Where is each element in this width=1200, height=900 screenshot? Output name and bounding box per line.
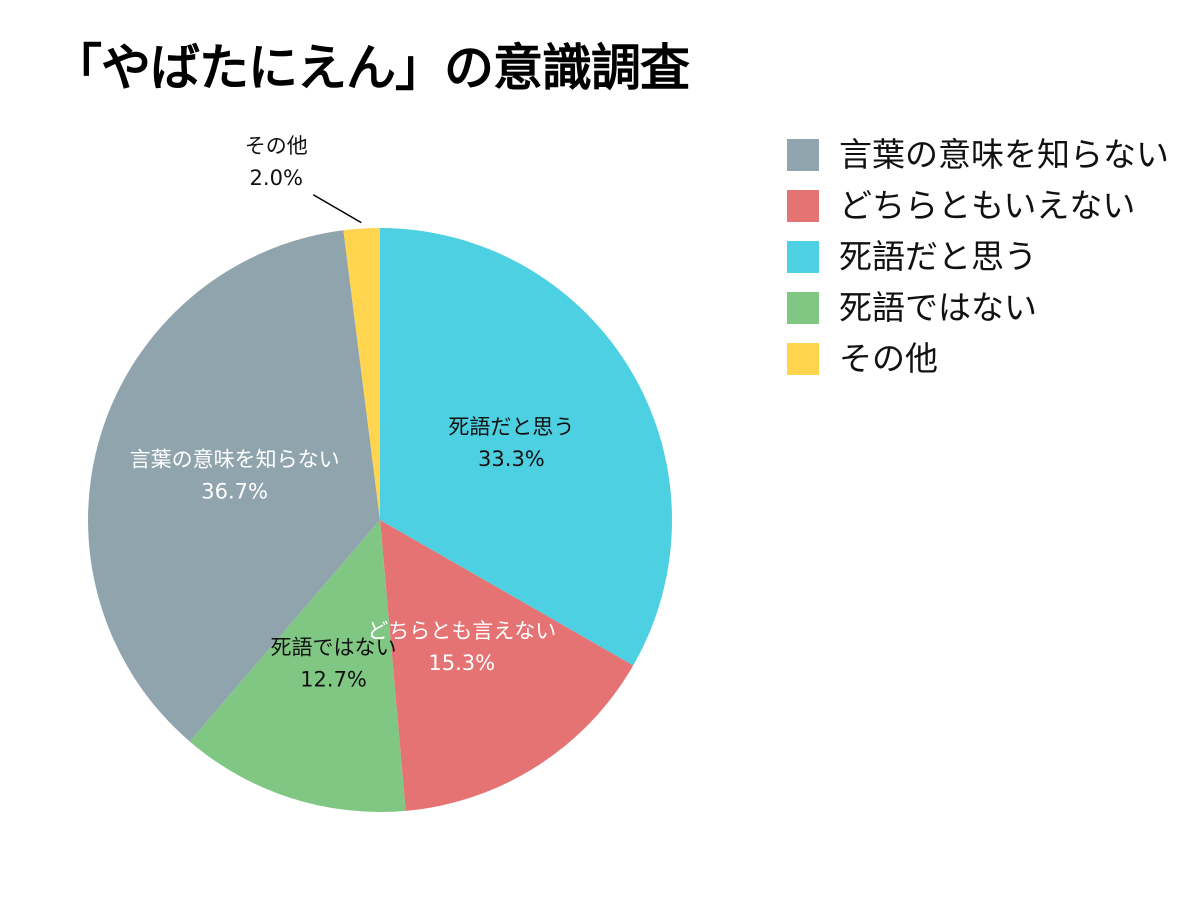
- legend-swatch-1: [787, 190, 819, 222]
- slice-value-3: 36.7%: [201, 479, 268, 503]
- legend-item-4: その他: [787, 342, 1169, 376]
- pie-slice-1: [380, 520, 634, 811]
- slice-label-0: 死語だと思う: [448, 415, 574, 439]
- legend-swatch-4: [787, 343, 819, 375]
- legend-item-1: どちらともいえない: [787, 189, 1169, 223]
- slice-label-4: その他: [245, 134, 308, 158]
- pie-labels: 死語だと思う 33.3% どちらとも言えない 15.3% 死語ではない 12.7% 言葉の意…: [130, 134, 575, 692]
- legend-item-3: 死語ではない: [787, 291, 1169, 325]
- legend-swatch-0: [787, 139, 819, 171]
- legend-label-0: 言葉の意味を知らない: [839, 135, 1169, 174]
- leader-line-4: [312, 194, 362, 224]
- slice-label-2: 死語ではない: [271, 636, 397, 660]
- pie-slice-4: [343, 228, 380, 520]
- legend-label-1: どちらともいえない: [839, 186, 1136, 225]
- slice-label-1: どちらとも言えない: [367, 619, 556, 643]
- slice-value-0: 33.3%: [478, 447, 545, 471]
- pie-slices: [88, 228, 672, 813]
- legend-label-2: 死語だと思う: [839, 237, 1037, 276]
- legend-item-2: 死語だと思う: [787, 240, 1169, 274]
- pie-slice-2: [189, 520, 406, 813]
- pie-slice-3: [88, 230, 380, 742]
- legend-label-4: その他: [839, 339, 938, 378]
- slice-label-3: 言葉の意味を知らない: [130, 447, 340, 471]
- slice-value-2: 12.7%: [300, 668, 367, 692]
- legend: 言葉の意味を知らない どちらともいえない 死語だと思う 死語ではない その他: [787, 138, 1169, 393]
- legend-swatch-2: [787, 241, 819, 273]
- legend-label-3: 死語ではない: [839, 288, 1037, 327]
- chart-title: 「やばたにえん」の意識調査: [52, 39, 690, 97]
- pie-slice-0: [380, 228, 672, 666]
- legend-item-0: 言葉の意味を知らない: [787, 138, 1169, 172]
- slice-value-4: 2.0%: [250, 166, 303, 190]
- legend-swatch-3: [787, 292, 819, 324]
- slice-value-1: 15.3%: [428, 651, 495, 675]
